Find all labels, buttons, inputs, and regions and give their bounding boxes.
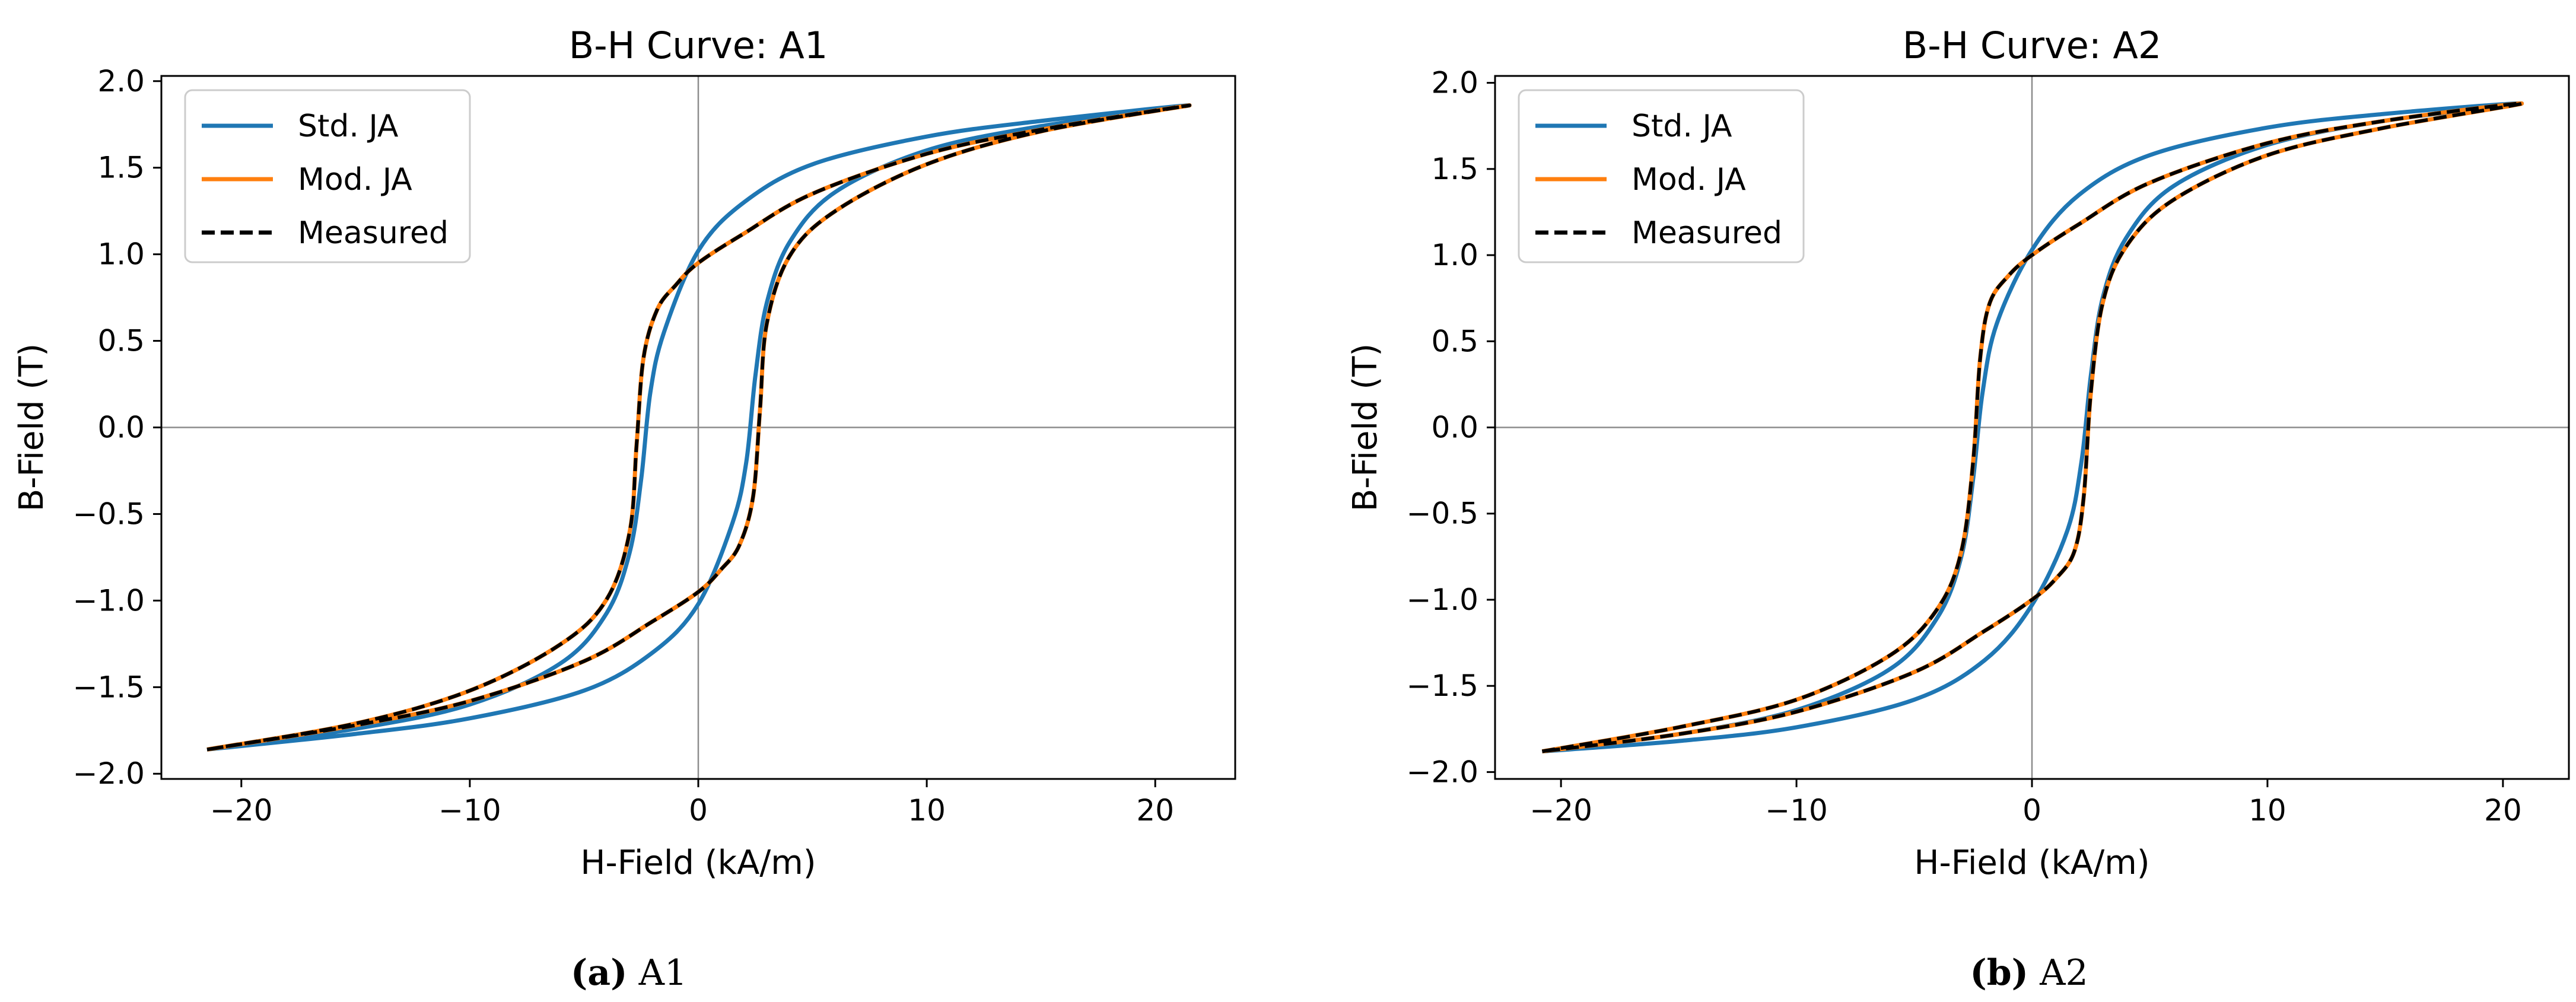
y-tick-label: 0.0 (97, 411, 145, 445)
caption-label: (a) (571, 952, 628, 994)
legend-box (184, 89, 471, 263)
legend-label: Mod. JA (1632, 162, 1746, 198)
y-tick-label: 1.0 (1431, 238, 1478, 272)
legend: Std. JA Mod. JA Measured (1518, 89, 1805, 263)
y-tick-label: 0.5 (1431, 324, 1478, 358)
caption-space (2028, 952, 2040, 994)
figure-caption: (b) A2 (1970, 952, 2088, 994)
caption-label: (b) (1970, 952, 2028, 994)
chart-title: B-H Curve: A1 (569, 24, 828, 67)
series-line-measured (206, 103, 1191, 752)
y-tick-label: −1.5 (1407, 669, 1478, 703)
y-tick-label: 1.0 (97, 237, 145, 272)
x-tick-label: 0 (2022, 793, 2041, 828)
x-tick-label: 20 (2484, 793, 2522, 828)
y-tick-label: −0.5 (73, 497, 145, 531)
x-tick-label: −10 (438, 793, 501, 828)
y-tick-label: −1.5 (73, 670, 145, 704)
chart-title: B-H Curve: A2 (1903, 24, 2162, 67)
y-tick-label: −1.0 (73, 583, 145, 618)
y-tick-label: −2.0 (73, 756, 145, 791)
x-tick-label: 10 (908, 793, 946, 828)
x-axis-label: H-Field (kA/m) (580, 844, 816, 882)
y-tick-label: 1.5 (97, 151, 145, 185)
figure-caption: (a) A1 (571, 952, 687, 994)
y-tick-label: 2.0 (97, 64, 145, 98)
legend-box (1518, 89, 1805, 263)
caption-text: A2 (2039, 952, 2088, 994)
legend: Std. JA Mod. JA Measured (184, 89, 471, 263)
legend-label: Mod. JA (298, 162, 412, 198)
chart-a1: −20 −10 0 10 20 −2.0 −1.5 −1.0 −0.5 0.0 0.5 1.0 1.5 2… (12, 24, 1236, 994)
caption-text: A1 (638, 952, 688, 994)
y-tick-label: −1.0 (1407, 583, 1478, 617)
y-tick-label: 1.5 (1431, 152, 1478, 186)
y-tick-label: 0.5 (97, 324, 145, 358)
x-tick-label: 0 (689, 793, 708, 828)
legend-label: Measured (298, 215, 449, 251)
x-tick-label: 20 (1136, 793, 1174, 828)
x-tick-label: 10 (2249, 793, 2286, 828)
x-tick-label: −20 (1529, 793, 1592, 828)
series-group (1541, 101, 2524, 753)
legend-label: Std. JA (1632, 109, 1732, 144)
legend-label: Std. JA (298, 109, 399, 144)
x-axis-label: H-Field (kA/m) (1914, 844, 2149, 882)
x-tick-label: −20 (210, 793, 273, 828)
legend-label: Measured (1632, 215, 1782, 251)
y-axis-label: B-Field (T) (1346, 343, 1385, 512)
x-tick-label: −10 (1765, 793, 1828, 828)
y-tick-label: −2.0 (1407, 755, 1478, 789)
y-tick-label: 0.0 (1431, 411, 1478, 445)
y-tick-label: −0.5 (1407, 497, 1478, 531)
caption-space (628, 952, 639, 994)
y-axis-label: B-Field (T) (12, 343, 51, 512)
chart-a2: −20 −10 0 10 20 −2.0 −1.5 −1.0 −0.5 0.0 0.5 1.0 1.5 2… (1346, 24, 2570, 994)
series-group (206, 103, 1192, 752)
series-line-measured (1541, 101, 2524, 753)
y-tick-label: 2.0 (1431, 66, 1478, 100)
